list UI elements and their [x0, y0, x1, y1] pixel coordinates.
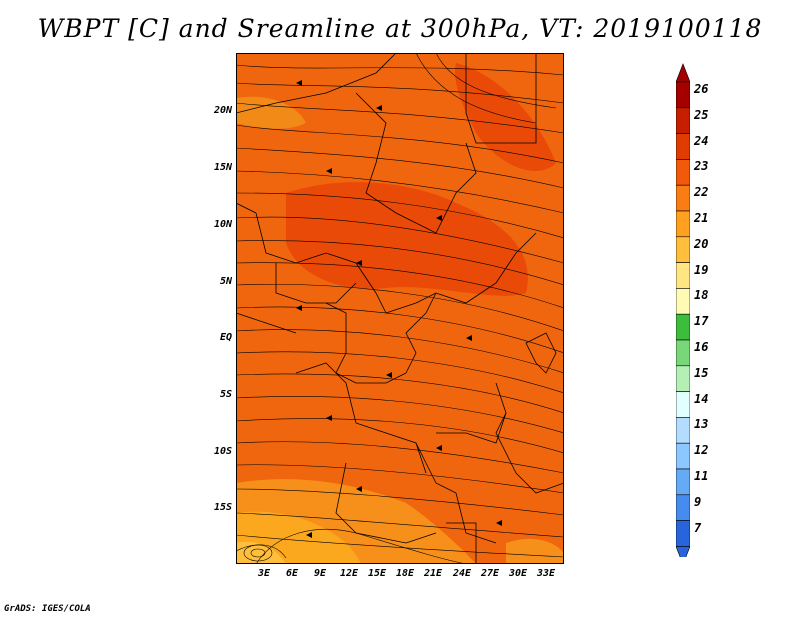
lat-label: 10S — [213, 446, 232, 457]
lon-label: 18E — [395, 568, 415, 579]
colorbar-top-arrow — [676, 63, 690, 83]
lon-label: 27E — [480, 568, 500, 579]
colorbar-label: 14 — [694, 391, 709, 406]
colorbar-label: 24 — [694, 133, 709, 148]
lat-label: EQ — [219, 332, 232, 343]
colorbar-label: 23 — [694, 159, 709, 174]
lon-label: 6E — [285, 568, 299, 579]
colorbar-segment — [676, 365, 690, 392]
colorbar-label: 13 — [694, 417, 709, 432]
colorbar-segment — [676, 468, 690, 496]
cool-region — [506, 538, 564, 564]
lat-label: 15N — [213, 162, 232, 173]
colorbar-label: 18 — [694, 288, 709, 303]
colorbar-label: 7 — [694, 520, 702, 535]
warm-region — [286, 182, 528, 296]
colorbar-segment — [676, 81, 690, 109]
colorbar-segment — [676, 159, 690, 186]
colorbar-segment — [676, 494, 690, 521]
colorbar-segment — [676, 520, 690, 547]
colorbar-segment — [676, 417, 690, 444]
colorbar-label: 12 — [694, 443, 709, 458]
lon-label: 12E — [339, 568, 359, 579]
lat-label: 20N — [213, 105, 232, 116]
lat-label: 5S — [219, 389, 232, 400]
colorbar-segment — [676, 236, 690, 263]
colorbar-segment — [676, 442, 690, 470]
country-borders — [236, 53, 564, 564]
colorbar-segment — [676, 133, 690, 160]
colorbar-bottom-arrow — [676, 546, 690, 557]
colorbar-label: 21 — [694, 211, 709, 225]
lon-label: 33E — [536, 568, 556, 579]
colorbar-segment — [676, 288, 690, 315]
lat-label: 10N — [213, 219, 232, 230]
colorbar-label: 9 — [694, 494, 702, 509]
colorbar-segment — [676, 107, 690, 134]
streamline-arrows — [296, 80, 502, 538]
lat-label: 5N — [219, 276, 232, 287]
colorbar-label: 20 — [694, 236, 709, 251]
colorbar-segment — [676, 391, 690, 418]
colorbar-label: 26 — [694, 82, 709, 96]
lon-label: 9E — [313, 568, 327, 579]
colorbar-segment — [676, 262, 690, 289]
colorbar-label: 11 — [694, 469, 709, 483]
lon-label: 15E — [367, 568, 387, 579]
colorbar-label: 19 — [694, 262, 709, 277]
colorbar-label: 16 — [694, 340, 709, 354]
lon-label: 24E — [452, 568, 472, 579]
streamline-map — [236, 53, 564, 564]
lon-label: 30E — [508, 568, 528, 579]
colorbar-label: 15 — [694, 365, 709, 380]
colorbar-segment — [676, 339, 690, 367]
colorbar-segment — [676, 210, 690, 238]
lon-label: 3E — [257, 568, 271, 579]
colorbar-label: 25 — [694, 107, 709, 122]
colorbar — [676, 63, 690, 557]
colorbar-label: 17 — [694, 314, 709, 329]
colorbar-label: 22 — [694, 185, 709, 200]
streamlines — [236, 53, 564, 564]
colorbar-segment — [676, 313, 690, 341]
footer-credit: GrADS: IGES/COLA — [4, 604, 91, 614]
colorbar-segment — [676, 184, 690, 212]
chart-title: WBPT [C] and Sreamline at 300hPa, VT: 20… — [37, 14, 763, 43]
lat-label: 15S — [213, 502, 232, 513]
lon-label: 21E — [423, 568, 443, 579]
